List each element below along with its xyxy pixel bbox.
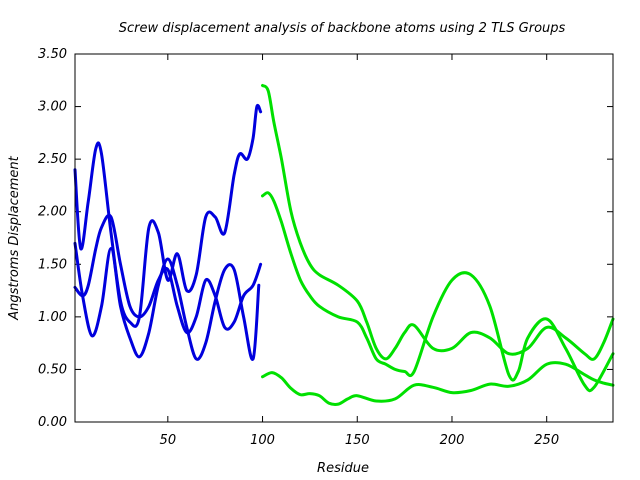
x-axis-ticks: 50 100 150 200 250 (160, 54, 559, 448)
y-tick-label: 2.50 (38, 152, 67, 167)
y-tick-label: 0.00 (38, 415, 67, 430)
x-tick-label: 250 (534, 433, 559, 448)
y-tick-label: 2.00 (38, 205, 67, 220)
series-line-group1-1 (73, 241, 261, 361)
series-line-group2-5 (261, 191, 615, 393)
series-line-group2-4 (261, 84, 615, 361)
series-layer (73, 84, 615, 406)
series-line-group1-3 (73, 103, 263, 328)
series-line-group1-2 (73, 213, 263, 335)
y-tick-label: 3.50 (38, 47, 67, 62)
plot-frame (74, 53, 614, 423)
x-tick-label: 50 (160, 433, 177, 448)
x-tick-label: 100 (250, 433, 275, 448)
x-tick-label: 150 (345, 433, 370, 448)
chart-title: Screw displacement analysis of backbone … (119, 21, 566, 36)
y-tick-label: 3.00 (38, 100, 67, 115)
y-axis-label: Angstroms Displacement (7, 155, 22, 320)
y-tick-label: 0.50 (38, 362, 67, 377)
y-tick-label: 1.00 (38, 310, 67, 325)
y-tick-label: 1.50 (38, 257, 67, 272)
series-line-group2-6 (261, 361, 615, 406)
y-axis-ticks: 0.00 0.50 1.00 1.50 2.00 2.50 3.00 3.50 (38, 47, 613, 430)
x-tick-label: 200 (440, 433, 465, 448)
x-axis-label: Residue (317, 461, 369, 476)
